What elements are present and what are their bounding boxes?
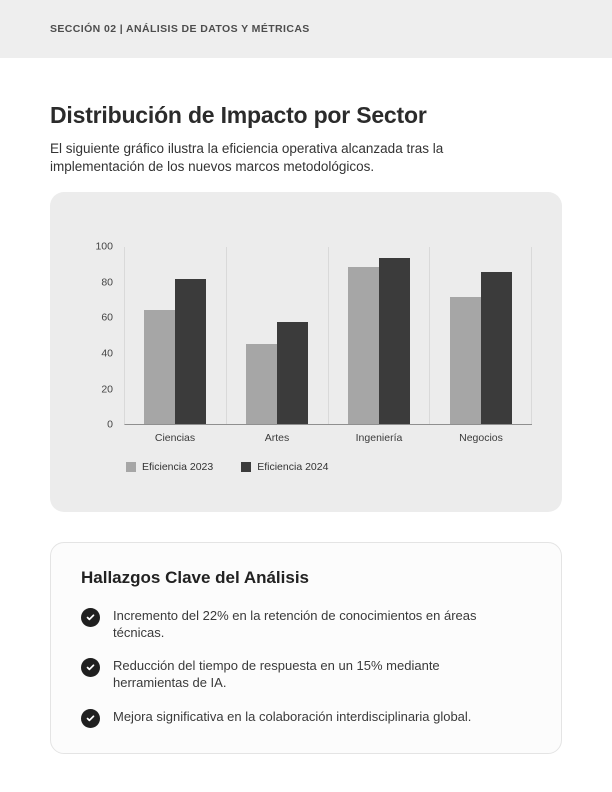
page-content: Distribución de Impacto por Sector El si… — [0, 102, 612, 754]
finding-text: Mejora significativa en la colaboración … — [113, 708, 472, 724]
bar-group — [125, 246, 227, 424]
plot-area — [124, 246, 532, 425]
bar — [449, 297, 481, 424]
finding-item: Incremento del 22% en la retención de co… — [81, 607, 531, 642]
bar-group — [227, 246, 329, 424]
y-tick-label: 80 — [101, 275, 113, 288]
check-circle-icon — [81, 708, 100, 728]
bar-group — [329, 246, 431, 424]
check-circle-icon — [81, 607, 100, 627]
y-axis: 0 20 40 60 80 100 — [74, 241, 124, 429]
y-tick-label: 40 — [101, 347, 113, 360]
legend-label: Eficiencia 2023 — [142, 460, 214, 473]
bar — [378, 258, 410, 424]
bar — [175, 279, 207, 424]
legend-item: Eficiencia 2024 — [241, 461, 328, 473]
legend-swatch — [241, 461, 252, 472]
page-title: Distribución de Impacto por Sector — [50, 102, 427, 128]
bar — [480, 272, 512, 424]
legend-item: Eficiencia 2023 — [126, 461, 213, 473]
y-tick-label: 100 — [95, 240, 113, 253]
finding-item: Mejora significativa en la colaboración … — [81, 708, 531, 728]
y-tick-label: 0 — [107, 418, 113, 431]
finding-text: Reducción del tiempo de respuesta en un … — [113, 658, 440, 691]
y-tick-label: 20 — [101, 382, 113, 395]
bar — [246, 343, 278, 424]
section-label: SECCIÓN 02 | ANÁLISIS DE DATOS Y MÉTRICA… — [50, 23, 310, 35]
findings-title: Hallazgos Clave del Análisis — [81, 567, 310, 587]
legend-label: Eficiencia 2024 — [257, 460, 329, 473]
intro-paragraph: El siguiente gráfico ilustra la eficienc… — [50, 141, 444, 174]
y-tick-label: 60 — [101, 311, 113, 324]
x-category-label: Artes — [264, 431, 290, 444]
bar — [277, 322, 309, 424]
findings-card: Hallazgos Clave del Análisis Incremento … — [50, 541, 562, 754]
check-circle-icon — [81, 658, 100, 678]
x-category-label: Negocios — [459, 431, 503, 444]
x-axis-labels: Ciencias Artes Ingeniería Negocios — [124, 432, 532, 444]
chart-area: 0 20 40 60 80 100 Ciencias Artes Ingeniería Nego… — [74, 241, 532, 473]
legend-swatch — [126, 461, 136, 472]
findings-list: Incremento del 22% en la retención de co… — [81, 607, 531, 728]
x-category-label: Ingeniería — [355, 431, 403, 444]
finding-text: Incremento del 22% en la retención de co… — [113, 607, 477, 640]
bar — [347, 267, 379, 424]
x-category-label: Ciencias — [154, 431, 196, 444]
bar — [144, 309, 176, 424]
bar-group — [430, 246, 532, 424]
chart-card: 0 20 40 60 80 100 Ciencias Artes Ingeniería Nego… — [50, 191, 562, 512]
finding-item: Reducción del tiempo de respuesta en un … — [81, 657, 531, 692]
chart-legend: Eficiencia 2023 Eficiencia 2024 — [124, 461, 532, 473]
plot-wrap: Ciencias Artes Ingeniería Negocios Eficienc… — [124, 246, 532, 473]
page-header: SECCIÓN 02 | ANÁLISIS DE DATOS Y MÉTRICA… — [0, 0, 612, 58]
